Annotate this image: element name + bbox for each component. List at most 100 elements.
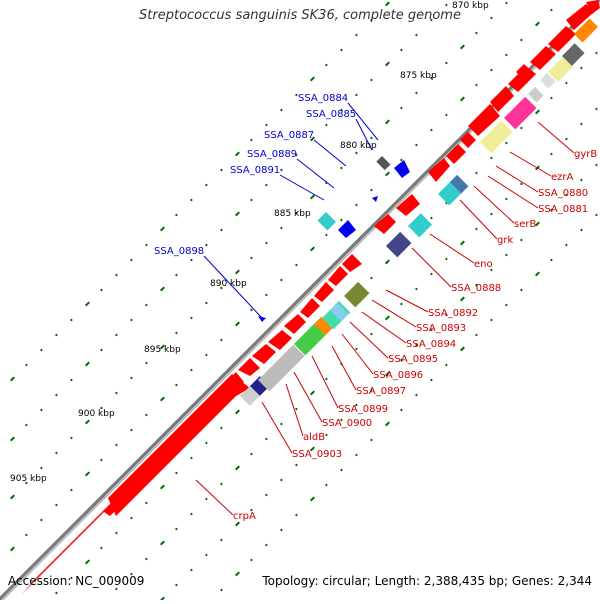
tick-mark	[220, 426, 223, 430]
feature-silver-1[interactable]	[258, 344, 305, 392]
gene-label-blue[interactable]: SSA_0891	[230, 165, 280, 176]
tick-mark	[115, 531, 118, 535]
gene-label-red[interactable]: aldB	[303, 432, 325, 443]
gene-label-red[interactable]: SSA_0903	[292, 449, 342, 460]
feature-red-b5[interactable]	[460, 132, 476, 148]
feature-red-b12[interactable]	[586, 0, 600, 14]
tick-mark	[115, 443, 118, 447]
tick-mark	[384, 259, 390, 265]
gene-label-red[interactable]: SSA_0880	[538, 188, 588, 199]
feature-red-b3[interactable]	[428, 158, 450, 182]
feature-red-a1[interactable]	[230, 372, 244, 386]
feature-orange-1[interactable]	[314, 316, 333, 336]
tick-mark	[325, 377, 328, 381]
feature-red-small[interactable]	[516, 64, 530, 78]
tick-mark	[429, 216, 433, 220]
gene-label-red[interactable]: SSA_0899	[338, 404, 388, 415]
gene-label-red[interactable]: SSA_0896	[373, 370, 423, 381]
gene-label-blue[interactable]: SSA_0887	[264, 130, 314, 141]
scale-label: 875 kbp	[400, 71, 437, 81]
gene-label-red[interactable]: serB	[514, 219, 536, 230]
tick-mark	[415, 343, 418, 347]
feature-orange-2[interactable]	[574, 18, 599, 43]
tick-mark	[550, 258, 553, 262]
feature-red-a9[interactable]	[342, 254, 362, 272]
feature-red-b9[interactable]	[530, 46, 556, 70]
tick-mark	[205, 353, 208, 357]
feature-red-b2[interactable]	[396, 194, 420, 216]
gene-label-red[interactable]: crpA	[233, 511, 256, 522]
tick-mark	[175, 583, 178, 587]
feature-red-a6[interactable]	[300, 298, 320, 318]
feature-red-b11[interactable]	[566, 4, 594, 30]
tick-mark	[190, 568, 193, 572]
gene-label-blue[interactable]: SSA_0889	[247, 149, 297, 160]
tick-mark	[550, 96, 553, 100]
gene-label-red[interactable]: SSA_0900	[322, 418, 372, 429]
feature-red-b1[interactable]	[374, 214, 396, 234]
gene-label-red[interactable]: SSA_0893	[416, 323, 466, 334]
feature-yellow-1[interactable]	[480, 120, 513, 154]
gene-label-blue[interactable]: SSA_0884	[298, 93, 348, 104]
feature-blue-rev-1[interactable]	[394, 160, 410, 178]
feature-magenta-1[interactable]	[504, 96, 537, 130]
feature-lightgray-2[interactable]	[528, 86, 544, 103]
gene-label-red[interactable]: SSA_0892	[428, 308, 478, 319]
tick-mark	[430, 328, 433, 332]
tick-mark	[145, 243, 148, 247]
feature-cyan-1[interactable]	[408, 213, 433, 238]
gene-label-blue[interactable]: SSA_0898	[154, 246, 204, 257]
feature-darkgray-1[interactable]	[562, 43, 585, 66]
feature-paleblue-1[interactable]	[330, 302, 349, 322]
feature-red-a5[interactable]	[284, 314, 306, 334]
tick-mark	[295, 263, 298, 267]
tick-mark	[355, 151, 358, 155]
tick-mark	[384, 119, 390, 125]
tick-mark	[265, 293, 268, 297]
tick-mark	[130, 572, 133, 576]
feature-red-a2[interactable]	[238, 358, 260, 376]
tick-mark	[235, 151, 240, 157]
feature-red-b8[interactable]	[508, 66, 536, 92]
tick-mark	[370, 136, 373, 140]
tick-mark	[160, 286, 165, 292]
feature-crpA[interactable]	[22, 494, 122, 594]
feature-gray-rev[interactable]	[376, 156, 391, 171]
feature-blue-rev-2[interactable]	[338, 220, 356, 238]
feature-red-b7[interactable]	[490, 86, 514, 112]
tick-mark	[280, 108, 283, 112]
feature-red-b6[interactable]	[468, 104, 500, 136]
tick-mark	[430, 378, 433, 382]
gene-label-red[interactable]: SSA_0895	[388, 354, 438, 365]
feature-gray-1[interactable]	[240, 386, 260, 406]
gene-label-red[interactable]: SSA_0897	[356, 386, 406, 397]
tick-mark	[40, 518, 43, 522]
feature-red-a7[interactable]	[314, 282, 334, 302]
feature-slate-1[interactable]	[386, 231, 412, 258]
feature-lightgray-3[interactable]	[540, 72, 556, 89]
feature-red-b10[interactable]	[548, 26, 576, 52]
feature-cyan-rev[interactable]	[317, 212, 336, 231]
feature-red-a3[interactable]	[252, 344, 276, 364]
gene-label-red[interactable]: ezrA	[551, 172, 574, 183]
gene-label-red[interactable]: gyrB	[574, 149, 597, 160]
gene-label-red[interactable]: SSA_0881	[538, 204, 588, 215]
feature-yellow-2[interactable]	[548, 56, 574, 82]
gene-label-red[interactable]: grk	[497, 235, 513, 246]
feature-red-a4[interactable]	[268, 330, 292, 350]
tick-mark	[580, 178, 583, 182]
tick-mark	[250, 308, 253, 312]
tick-mark	[160, 226, 165, 232]
feature-green-1[interactable]	[294, 322, 327, 356]
gene-label-blue[interactable]: SSA_0885	[306, 109, 356, 120]
tick-mark	[130, 258, 133, 262]
feature-crpA-big[interactable]	[108, 374, 250, 516]
feature-olive-1[interactable]	[344, 281, 370, 308]
feature-steel-1[interactable]	[450, 174, 469, 194]
feature-red-b4[interactable]	[446, 144, 466, 164]
tick-mark	[145, 303, 148, 307]
gene-label-red[interactable]: SSA_0888	[451, 283, 501, 294]
gene-label-red[interactable]: eno	[474, 259, 493, 270]
feature-red-a8[interactable]	[328, 266, 348, 286]
gene-label-red[interactable]: SSA_0894	[406, 339, 456, 350]
